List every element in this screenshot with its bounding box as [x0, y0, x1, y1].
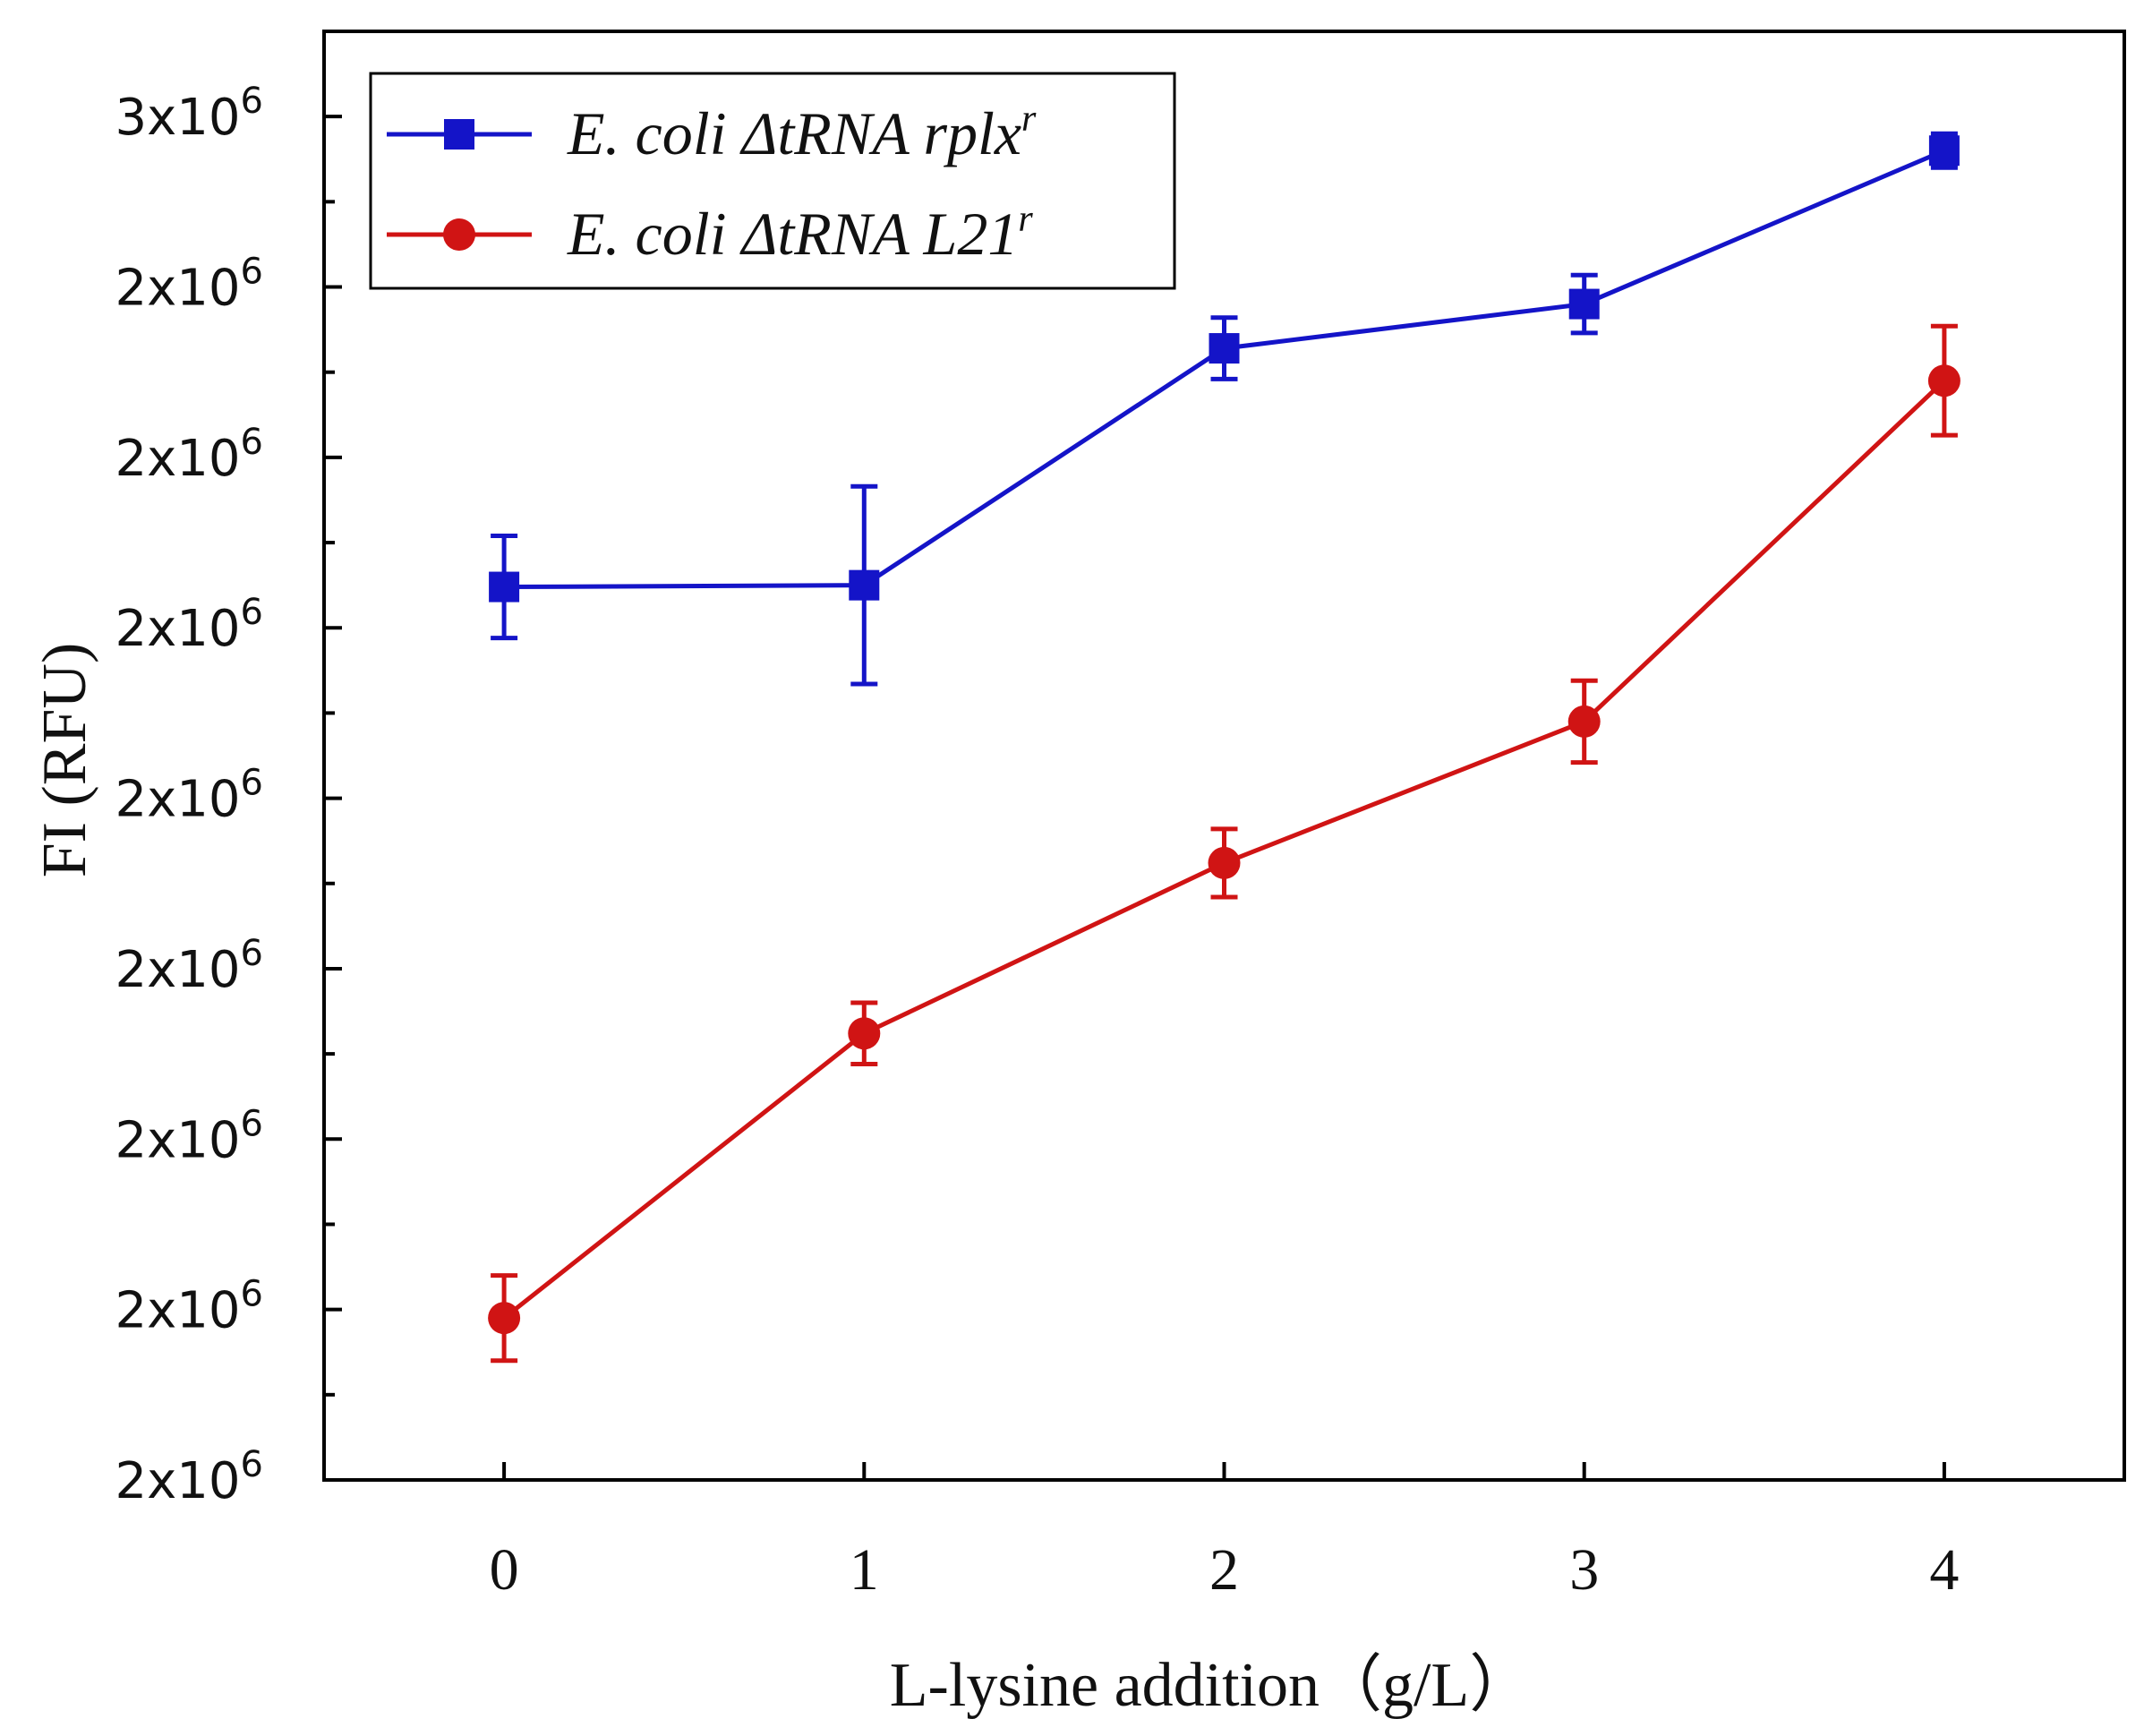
legend-box	[369, 72, 1176, 290]
y-tick-label-base: 2x10	[115, 260, 241, 318]
data-point	[1209, 333, 1240, 364]
y-tick-label: 2x106	[115, 1103, 263, 1169]
y-tick-label: 2x106	[115, 933, 263, 999]
x-tick-label: 2	[1209, 1537, 1239, 1603]
data-point	[1928, 135, 1960, 167]
y-axis-title: FI (RFU)	[30, 643, 99, 878]
legend-label-name: E. coli ΔtRNA L21	[567, 200, 1018, 268]
y-tick-label-base: 2x10	[115, 430, 241, 488]
x-tick-label: 0	[490, 1537, 519, 1603]
legend-label-superscript: r	[1018, 199, 1033, 240]
legend-marker	[443, 218, 475, 251]
legend-label: E. coli ΔtRNA rplxr	[567, 98, 1037, 167]
x-tick-label: 1	[850, 1537, 879, 1603]
data-point	[848, 1017, 881, 1050]
legend-marker	[444, 119, 474, 150]
x-tick-label: 4	[1929, 1537, 1959, 1603]
data-point	[849, 569, 880, 601]
y-tick-label-exponent: 6	[241, 422, 263, 463]
y-tick-label-exponent: 6	[241, 763, 263, 804]
legend-label: E. coli ΔtRNA L21r	[567, 199, 1033, 268]
y-tick-label: 2x106	[115, 422, 263, 488]
legend-label-name: E. coli ΔtRNA rplx	[567, 99, 1021, 167]
y-tick-label-exponent: 6	[241, 933, 263, 974]
data-point	[1567, 705, 1601, 738]
y-tick-label-base: 2x10	[115, 941, 241, 999]
data-point	[1568, 288, 1600, 320]
y-tick-label: 2x106	[115, 763, 263, 829]
y-tick-label-base: 2x10	[115, 1111, 241, 1169]
data-point	[1927, 364, 1960, 398]
data-point	[489, 571, 520, 603]
series-0	[489, 131, 1960, 687]
y-tick-label: 3x106	[115, 81, 263, 147]
y-tick-label-base: 2x10	[115, 600, 241, 658]
y-tick-label-exponent: 6	[241, 1103, 263, 1144]
y-tick-label: 2x106	[115, 1274, 263, 1340]
x-tick-label: 3	[1569, 1537, 1599, 1603]
y-tick-label-base: 2x10	[115, 771, 241, 829]
data-point	[1208, 846, 1241, 879]
y-tick-label-exponent: 6	[241, 1274, 263, 1315]
y-tick-label-exponent: 6	[241, 592, 263, 633]
data-point	[488, 1302, 521, 1335]
series-1	[488, 323, 1960, 1364]
y-tick-label-base: 2x10	[115, 1282, 241, 1340]
legend-label-superscript: r	[1021, 98, 1037, 140]
y-tick-label-exponent: 6	[241, 81, 263, 122]
y-tick-label-exponent: 6	[241, 1444, 263, 1485]
y-tick-label: 2x106	[115, 252, 263, 318]
y-tick-label: 2x106	[115, 1444, 263, 1510]
y-tick-label: 2x106	[115, 592, 263, 658]
y-tick-label-base: 2x10	[115, 1452, 241, 1510]
y-tick-label-exponent: 6	[241, 252, 263, 293]
x-axis-title: L-lysine addition（g/L）	[890, 1651, 1532, 1720]
y-tick-label-base: 3x10	[115, 89, 241, 147]
